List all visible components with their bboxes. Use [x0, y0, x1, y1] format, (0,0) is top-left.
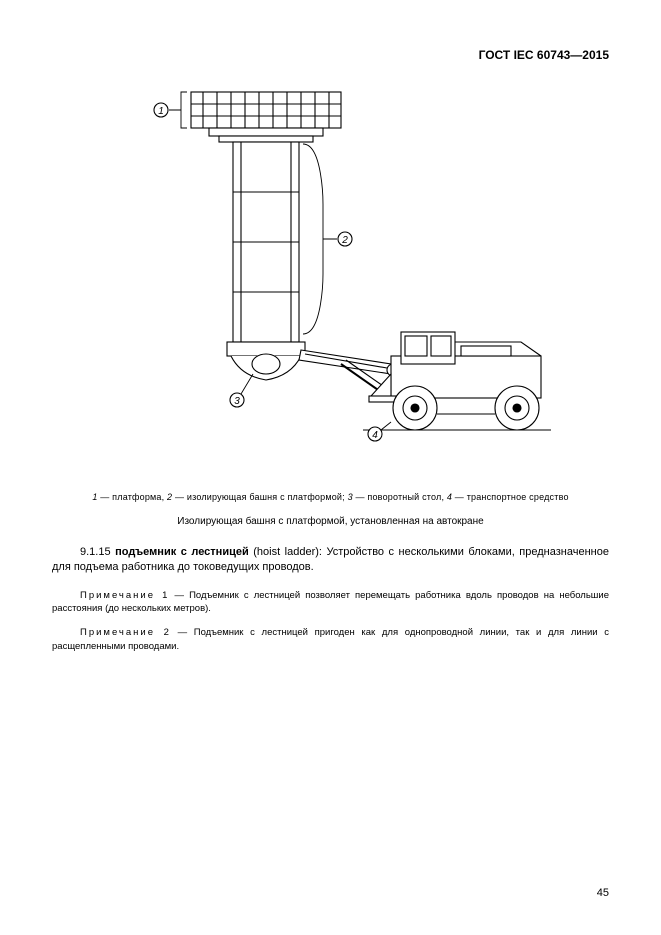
callout-4: 4	[372, 430, 378, 441]
callout-1: 1	[158, 106, 164, 117]
crane-diagram: 1 2 3 4	[91, 74, 571, 474]
callout-3: 3	[234, 396, 240, 407]
note-2: Примечание 2 — Подъемник с лестницей при…	[52, 626, 609, 654]
doc-header: ГОСТ IEC 60743—2015	[52, 48, 609, 62]
definition-paragraph: 9.1.15 подъемник с лестницей (hoist ladd…	[52, 545, 609, 575]
figure: 1 2 3 4	[52, 74, 609, 474]
note-1: Примечание 1 — Подъемник с лестницей поз…	[52, 589, 609, 617]
page-number: 45	[597, 887, 609, 899]
figure-caption: Изолирующая башня с платформой, установл…	[52, 516, 609, 527]
callout-2: 2	[341, 235, 348, 246]
figure-legend: 1 — платформа, 2 — изолирующая башня с п…	[52, 492, 609, 502]
